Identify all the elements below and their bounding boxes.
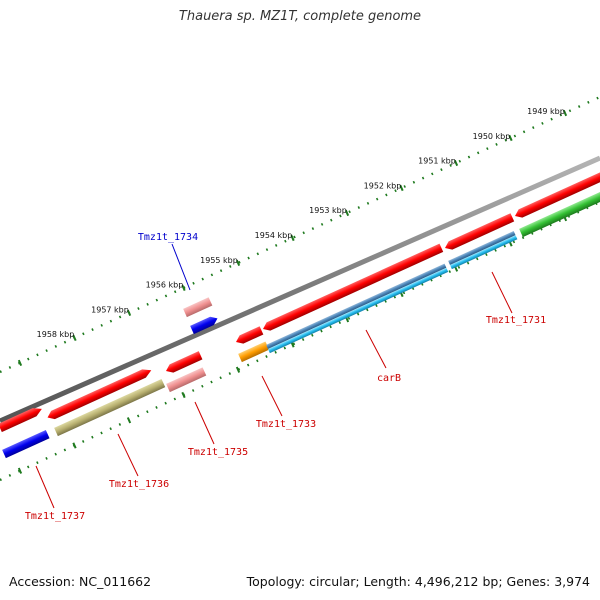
kbp-label: 1950 kbp bbox=[473, 132, 511, 141]
major-tick bbox=[344, 209, 350, 217]
label-tmz1t-1734[interactable]: Tmz1t_1734 bbox=[138, 232, 198, 243]
feature-green[interactable] bbox=[519, 189, 600, 238]
gene-tmz1t-1731[interactable] bbox=[443, 213, 515, 252]
gene-tmz1t-1734-blue[interactable] bbox=[190, 314, 219, 335]
major-tick bbox=[453, 159, 459, 167]
major-tick bbox=[399, 184, 404, 192]
kbp-label: 1953 kbp bbox=[309, 206, 347, 215]
gene-tmz1t-1733[interactable] bbox=[234, 326, 264, 346]
kbp-label: 1951 kbp bbox=[418, 157, 456, 166]
feature-1731-domains[interactable] bbox=[448, 231, 518, 270]
feature-pink-1735[interactable] bbox=[166, 367, 207, 393]
major-tick bbox=[17, 359, 23, 366]
leader-tmz1t-1737 bbox=[35, 465, 55, 509]
gene-tmz1t-1737[interactable] bbox=[0, 405, 45, 435]
label-tmz1t-1731[interactable]: Tmz1t_1731 bbox=[486, 315, 546, 326]
leader-tmz1t-1731 bbox=[491, 271, 513, 314]
kbp-label: 1954 kbp bbox=[255, 231, 293, 240]
label-tmz1t-1735[interactable]: Tmz1t_1735 bbox=[188, 447, 248, 458]
major-tick bbox=[126, 417, 132, 424]
gene-tmz1t-1734-group[interactable] bbox=[183, 297, 219, 335]
kbp-labels: 1949 kbp 1950 kbp 1951 kbp 1952 kbp 1953 kbp… bbox=[37, 107, 565, 339]
gene-tmz1t-1736[interactable] bbox=[46, 366, 153, 421]
leader-carb bbox=[365, 329, 387, 369]
leader-lines bbox=[35, 243, 513, 509]
major-tick bbox=[181, 284, 186, 292]
kbp-label: 1958 kbp bbox=[37, 330, 75, 339]
major-tick bbox=[562, 109, 568, 117]
leader-tmz1t-1733 bbox=[261, 375, 283, 417]
label-tmz1t-1733[interactable]: Tmz1t_1733 bbox=[256, 419, 316, 430]
major-tick bbox=[508, 134, 513, 142]
gene-carb[interactable] bbox=[261, 243, 444, 333]
leader-tmz1t-1734 bbox=[171, 243, 191, 291]
feature-olive-1736[interactable] bbox=[54, 378, 166, 437]
genome-backbone bbox=[0, 155, 600, 424]
kbp-label: 1957 kbp bbox=[91, 305, 129, 314]
feature-carb-domains[interactable] bbox=[266, 263, 449, 354]
major-tick bbox=[17, 467, 23, 474]
gene-upstream-red[interactable] bbox=[513, 170, 600, 220]
leader-tmz1t-1736 bbox=[117, 433, 139, 477]
gene-labels: Tmz1t_1734 Tmz1t_1731 carB Tmz1t_1733 Tm… bbox=[25, 232, 546, 522]
label-tmz1t-1736[interactable]: Tmz1t_1736 bbox=[109, 479, 169, 490]
label-carb[interactable]: carB bbox=[377, 373, 401, 384]
feature-orange-1733[interactable] bbox=[238, 341, 270, 363]
leader-tmz1t-1735 bbox=[194, 401, 215, 445]
kbp-label: 1955 kbp bbox=[200, 256, 238, 265]
gene-tmz1t-1734-pink[interactable] bbox=[183, 297, 213, 318]
accession-text: Accession: NC_011662 bbox=[9, 574, 152, 589]
kbp-label: 1952 kbp bbox=[364, 181, 402, 190]
feature-track bbox=[2, 189, 600, 459]
major-tick bbox=[235, 259, 241, 267]
label-tmz1t-1737[interactable]: Tmz1t_1737 bbox=[25, 511, 85, 522]
major-tick bbox=[72, 334, 77, 341]
forward-strand-genes bbox=[0, 170, 600, 435]
major-tick bbox=[181, 391, 186, 399]
kbp-label: 1956 kbp bbox=[146, 281, 184, 290]
genome-summary-text: Topology: circular; Length: 4,496,212 bp… bbox=[246, 574, 590, 589]
major-tick bbox=[72, 442, 77, 449]
map-title: Thauera sp. MZ1T, complete genome bbox=[178, 9, 422, 24]
kbp-label: 1949 kbp bbox=[527, 107, 565, 116]
major-tick bbox=[126, 309, 132, 316]
feature-blue-1737[interactable] bbox=[2, 429, 50, 459]
major-tick bbox=[235, 366, 241, 373]
gene-tmz1t-1735[interactable] bbox=[164, 351, 203, 375]
major-tick bbox=[290, 234, 295, 242]
